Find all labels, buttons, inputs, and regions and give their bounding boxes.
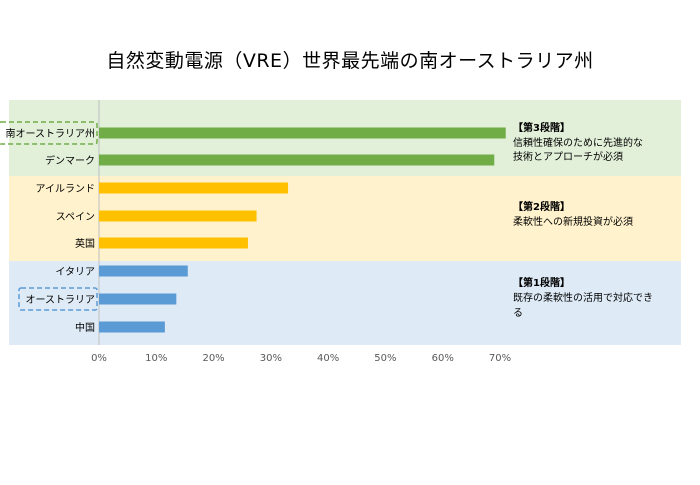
x-tick-label: 40% [317,353,339,364]
category-label: オーストラリア [26,294,96,306]
x-tick-label: 30% [260,353,282,364]
bar [99,210,257,222]
x-tick-label: 50% [374,353,396,364]
x-tick-label: 10% [145,353,167,364]
category-label: アイルランド [36,183,96,195]
band-description: る [513,307,523,319]
bar [99,237,248,249]
highlight-box [18,287,98,311]
bar [99,293,177,305]
bar [99,321,165,333]
category-label: 英国 [75,237,95,250]
x-tick-label: 60% [432,353,454,364]
category-label: スペイン [56,212,95,223]
category-label: デンマーク [45,154,95,167]
band-label: 【第3段階】 [513,121,570,134]
band-description: 信頼性確保のために先進的な [513,136,643,149]
band-description: 柔軟性への新規投資が必須 [513,215,633,228]
highlight-box [0,121,98,145]
category-label: イタリア [55,266,95,278]
category-label: 南オーストラリア州 [6,127,96,140]
band-label: 【第1段階】 [513,276,570,289]
x-tick-label: 0% [91,353,107,364]
x-tick-label: 20% [202,353,224,364]
bar [99,154,495,166]
x-tick-label: 70% [489,353,511,364]
band-description: 技術とアプローチが必須 [513,150,623,163]
chart-title: 自然変動電源（VRE）世界最先端の南オーストラリア州 [106,50,594,72]
band-description: 既存の柔軟性の活用で対応でき [513,291,653,304]
bar [99,127,506,139]
band-label: 【第2段階】 [513,200,570,213]
category-label: 中国 [75,321,95,334]
bar [99,265,188,277]
bar [99,182,289,194]
